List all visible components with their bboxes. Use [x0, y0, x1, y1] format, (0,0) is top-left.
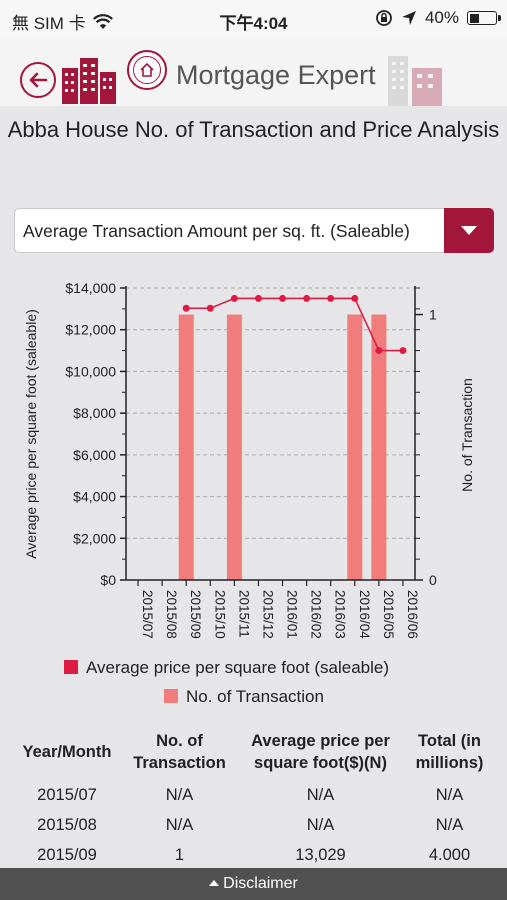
table-cell: 13,029 — [295, 845, 346, 864]
x-tick-label: 2016/02 — [309, 590, 324, 639]
price-point — [230, 294, 238, 302]
location-arrow-icon — [401, 11, 416, 25]
legend-swatch-price — [64, 660, 78, 674]
price-point — [303, 294, 311, 302]
chart: $0 $2,000 $4,000 $6,000 $8,000 $10,000 $12,000… — [23, 280, 475, 639]
y-tick-label: $6,000 — [73, 447, 116, 463]
back-button[interactable] — [20, 62, 56, 98]
x-tick-label: 2016/05 — [381, 590, 396, 639]
back-arrow-icon — [29, 72, 48, 88]
battery-percent: 40% — [424, 8, 459, 27]
logo-house-icon — [140, 62, 154, 77]
status-left: 無 SIM 卡 — [12, 9, 113, 34]
buildings-icon — [62, 58, 116, 104]
price-point — [375, 347, 383, 355]
price-line — [186, 297, 403, 352]
app-title: Mortgage Expert — [176, 60, 376, 90]
price-point — [254, 294, 262, 302]
table-cell: 1 — [174, 845, 185, 864]
price-point — [327, 294, 335, 302]
legend-item-price: Average price per square foot (saleable) — [0, 658, 507, 678]
metric-select[interactable]: Average Transaction Amount per sq. ft. (… — [14, 208, 494, 253]
x-tick-label: 2015/10 — [212, 590, 227, 639]
page-title: Abba House No. of Transaction and Price … — [7, 117, 500, 142]
table-row: 2015/08 N/A N/A N/A — [12, 810, 495, 840]
table-cell: 2015/09 — [37, 845, 97, 864]
table-cell: N/A — [306, 815, 335, 834]
x-tick-label: 2015/09 — [188, 590, 203, 639]
legend-swatch-count — [164, 689, 178, 703]
table-row: 2015/09 1 13,029 4.000 — [12, 840, 495, 870]
table-cell: 2015/08 — [37, 815, 97, 834]
wifi-icon — [92, 13, 113, 29]
price-point — [351, 294, 359, 302]
legend-label-count: No. of Transaction — [186, 687, 324, 706]
bar — [371, 314, 387, 580]
table-cell: N/A — [435, 815, 464, 834]
app-logo-icon — [127, 50, 167, 90]
metric-select-button[interactable] — [444, 208, 494, 253]
table-cell: N/A — [165, 785, 194, 804]
disclaimer-button[interactable]: Disclaimer — [0, 868, 507, 900]
rotation-lock-icon — [376, 10, 392, 26]
x-tick-label: 2016/06 — [405, 590, 420, 639]
table-cell: 4.000 — [428, 845, 471, 864]
disclaimer-label: Disclaimer — [223, 875, 298, 892]
status-bar: 無 SIM 卡 下午4:04 40% — [0, 0, 507, 38]
column-header: No. of Transaction — [133, 732, 226, 772]
chevron-down-icon — [461, 226, 477, 235]
x-tick-label: 2015/07 — [140, 590, 155, 639]
y-right-tick-label: 0 — [429, 572, 437, 588]
bar — [347, 314, 363, 580]
x-tick-label: 2016/03 — [333, 590, 348, 639]
legend-item-count: No. of Transaction — [0, 687, 507, 707]
x-tick-label: 2015/11 — [236, 590, 251, 638]
y-axis-title-right: No. of Transaction — [459, 378, 475, 492]
status-time: 下午4:04 — [219, 14, 288, 33]
legend-label-price: Average price per square foot (saleable) — [86, 658, 390, 677]
column-header: Average price per square foot($)(N) — [251, 732, 390, 772]
column-header: Year/Month — [22, 743, 112, 761]
x-tick-label: 2015/08 — [164, 590, 179, 639]
y-tick-label: $12,000 — [65, 322, 116, 338]
price-point — [206, 304, 214, 312]
table-row: 2015/07 N/A N/A N/A — [12, 780, 495, 810]
bar — [226, 314, 242, 580]
x-tick-label: 2016/04 — [357, 590, 372, 639]
battery-icon — [467, 11, 501, 25]
table-header-row: Year/Month No. of Transaction Average pr… — [12, 728, 495, 780]
y-tick-label: $0 — [100, 572, 116, 588]
y-tick-label: $2,000 — [73, 530, 116, 546]
metric-select-value[interactable]: Average Transaction Amount per sq. ft. (… — [23, 221, 410, 241]
caret-up-icon — [209, 880, 220, 886]
bar — [178, 314, 194, 580]
y-tick-label: $10,000 — [65, 363, 116, 379]
table-cell: N/A — [165, 815, 194, 834]
carrier-label: 無 SIM 卡 — [12, 14, 86, 33]
app-header: Mortgage Expert — [0, 38, 507, 106]
price-point — [182, 304, 190, 312]
price-point — [279, 294, 287, 302]
y-tick-label: $4,000 — [73, 489, 116, 505]
table-cell: 2015/07 — [37, 785, 97, 804]
y-right-tick-label: 1 — [429, 307, 437, 323]
x-tick-label: 2016/01 — [285, 590, 300, 639]
buildings-icon — [388, 56, 442, 106]
battery-fill — [469, 13, 480, 23]
y-axis-title: Average price per square foot (saleable) — [23, 309, 39, 559]
y-tick-label: $14,000 — [65, 280, 116, 296]
table-cell: N/A — [306, 785, 335, 804]
column-header: Total (in millions) — [415, 732, 484, 772]
status-right: 40% — [375, 8, 501, 28]
x-tick-label: 2015/12 — [260, 590, 275, 639]
app-logo-inner — [133, 56, 161, 84]
table-cell: N/A — [435, 785, 464, 804]
price-point — [399, 347, 407, 355]
y-tick-label: $8,000 — [73, 405, 116, 421]
transaction-table: Year/Month No. of Transaction Average pr… — [12, 728, 495, 870]
